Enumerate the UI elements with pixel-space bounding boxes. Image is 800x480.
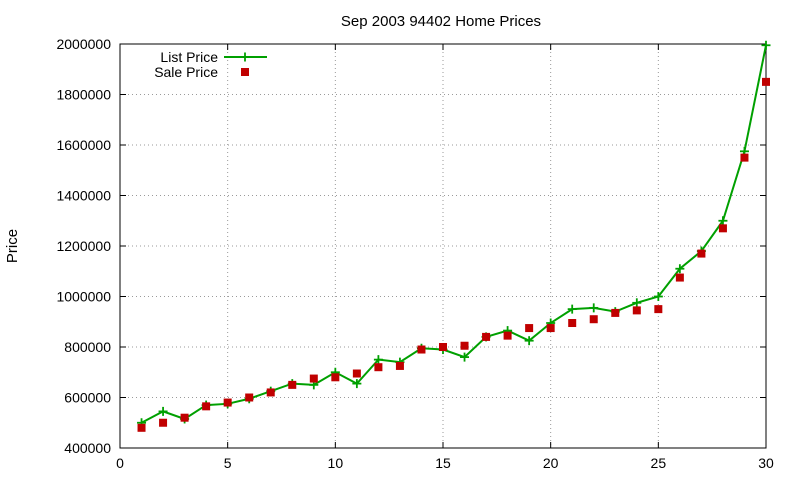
data-point [761,40,771,50]
data-point [524,336,534,346]
y-tick-label: 1200000 [56,238,111,254]
data-point [439,343,447,351]
x-tick-label: 15 [435,455,451,471]
data-point [653,292,663,301]
x-tick-label: 10 [328,455,344,471]
data-point [675,273,684,282]
data-point [611,308,620,317]
data-point [158,406,168,416]
legend-entry: Sale Price [154,64,249,80]
x-tick-label: 0 [116,455,124,471]
chart-title: Sep 2003 94402 Home Prices [341,13,541,30]
legend-entry: List Price [160,49,267,65]
series-layer [137,40,771,432]
y-tick-label: 1600000 [56,137,111,153]
y-tick-label: 400000 [64,440,111,456]
data-point [546,324,555,333]
x-tick-label: 5 [224,455,232,471]
data-point [309,374,318,383]
series-list-price [137,40,771,428]
data-point [395,361,404,370]
data-point [266,388,275,397]
data-point [567,304,577,314]
y-tick-label: 2000000 [56,36,111,52]
legend-label: List Price [160,49,218,65]
x-tick-label: 25 [651,455,667,471]
data-point [589,303,599,313]
x-tick-label: 20 [543,455,559,471]
data-point [568,319,577,328]
data-point [460,341,469,350]
data-point [245,393,254,402]
series-line [141,45,767,424]
data-point [697,249,706,258]
data-point [503,331,512,340]
data-point [740,153,749,162]
data-point [223,398,232,407]
data-point [417,345,426,354]
x-tick-label: 30 [758,455,774,471]
data-point [718,216,728,226]
legend-marker [240,52,250,62]
data-point [482,332,491,341]
data-point [374,363,383,372]
data-point [762,77,770,86]
y-tick-label: 1000000 [56,289,111,305]
data-point [718,224,727,233]
data-point [288,380,297,389]
series-sale-price [137,77,770,432]
data-point [373,355,383,365]
data-point [352,379,362,389]
y-axis-label: Price [4,229,21,263]
data-point [654,305,663,314]
y-tick-label: 600000 [64,390,111,406]
data-point [632,298,642,308]
data-point [137,423,146,432]
data-point [525,324,534,333]
y-tick-label: 800000 [64,339,111,355]
data-point [352,369,361,378]
legend-label: Sale Price [154,64,218,80]
data-point [632,306,641,315]
data-point [460,352,470,362]
data-point [202,402,211,411]
y-tick-label: 1400000 [56,188,111,204]
grid-lines [120,44,766,448]
data-point [675,264,685,274]
data-point [589,315,598,324]
legend-marker [241,68,249,76]
y-tick-label: 1800000 [56,87,111,103]
data-point [180,413,189,422]
data-point [159,418,168,427]
axis-ticks: 0 5 10 15 20 25 30 400000 600000 800000 1000000 120… [56,36,774,471]
data-point [331,373,340,382]
